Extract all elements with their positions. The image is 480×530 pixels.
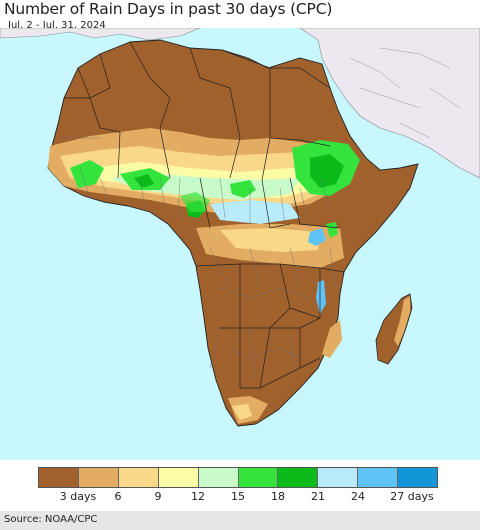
legend-label-24: 24 xyxy=(351,490,365,503)
cameroon-green xyxy=(180,192,210,212)
admin-borders xyxy=(60,137,336,379)
humid-cyan xyxy=(210,200,300,224)
legend-swatch-21-24 xyxy=(318,468,359,487)
legend-labels: 3 days 6 9 12 15 18 21 24 27 days xyxy=(0,490,480,506)
west-africa-dark-green xyxy=(134,174,154,188)
lake-victoria xyxy=(308,228,326,246)
legend-swatch-15-18 xyxy=(238,468,279,487)
date-range: Jul. 2 - Jul. 31, 2024 xyxy=(8,20,106,31)
legend-swatch-9-12 xyxy=(158,468,199,487)
southern-tip-yellow xyxy=(232,404,252,420)
source-credit: Source: NOAA/CPC xyxy=(4,514,98,525)
lake-malawi xyxy=(316,280,326,314)
country-borders xyxy=(64,41,345,389)
legend-swatch-3-6 xyxy=(78,468,119,487)
west-africa-green xyxy=(70,160,104,188)
legend-label-21: 21 xyxy=(311,490,325,503)
legend-label-15: 15 xyxy=(231,490,245,503)
rain-days-map xyxy=(0,28,480,460)
footer-bar: Source: NOAA/CPC xyxy=(0,511,480,530)
europe-landmass xyxy=(0,28,201,41)
legend-label-18: 18 xyxy=(271,490,285,503)
legend-label-9: 9 xyxy=(154,490,162,503)
legend-swatch-27-30 xyxy=(398,468,438,487)
legend-label-27: 27 days xyxy=(390,490,434,503)
legend-label-3: 3 days xyxy=(59,490,97,503)
east-africa-green xyxy=(326,222,338,238)
legend-label-6: 6 xyxy=(114,490,122,503)
map-title: Number of Rain Days in past 30 days (CPC… xyxy=(4,0,333,18)
legend-swatch-24-27 xyxy=(358,468,399,487)
ethiopia-dark-green xyxy=(310,154,344,188)
legend-swatch-0-3 xyxy=(39,468,79,487)
legend-swatch-18-21 xyxy=(278,468,319,487)
mozambique-tan xyxy=(322,320,342,358)
legend-color-bar xyxy=(38,467,438,488)
central-green-patch xyxy=(230,180,256,198)
middle-east-landmass xyxy=(299,28,480,179)
legend-swatch-6-9 xyxy=(118,468,159,487)
legend-swatch-12-15 xyxy=(198,468,239,487)
middle-east-borders xyxy=(349,47,461,139)
legend-label-12: 12 xyxy=(191,490,205,503)
madagascar-east-coast-rain xyxy=(394,296,410,346)
central-africa-yellow xyxy=(220,228,320,252)
